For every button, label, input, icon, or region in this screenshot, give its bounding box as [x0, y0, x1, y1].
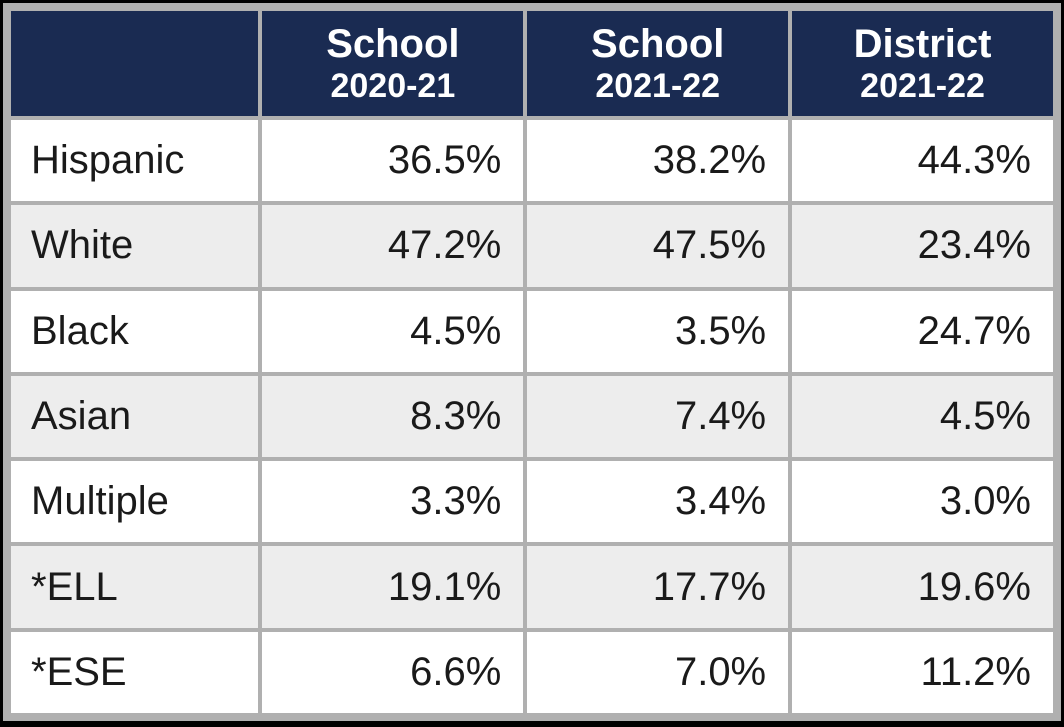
demographics-table: School 2020-21 School 2021-22 District 2… [7, 7, 1057, 717]
cell-value: 8.3% [262, 376, 523, 457]
table-row: Hispanic 36.5% 38.2% 44.3% [11, 120, 1053, 201]
table-frame: School 2020-21 School 2021-22 District 2… [0, 0, 1064, 727]
row-label: White [11, 205, 258, 286]
cell-value: 6.6% [262, 632, 523, 713]
cell-value: 38.2% [527, 120, 788, 201]
cell-value: 7.4% [527, 376, 788, 457]
header-corner-cell [11, 11, 258, 116]
table-body: Hispanic 36.5% 38.2% 44.3% White 47.2% 4… [11, 120, 1053, 713]
cell-value: 3.4% [527, 461, 788, 542]
table-row: Multiple 3.3% 3.4% 3.0% [11, 461, 1053, 542]
table-row: *ESE 6.6% 7.0% 11.2% [11, 632, 1053, 713]
col-header-top: School [268, 21, 517, 67]
cell-value: 11.2% [792, 632, 1053, 713]
col-header-top: District [798, 21, 1047, 67]
col-header-school-2021-22: School 2021-22 [527, 11, 788, 116]
cell-value: 24.7% [792, 291, 1053, 372]
row-label: Hispanic [11, 120, 258, 201]
col-header-school-2020-21: School 2020-21 [262, 11, 523, 116]
col-header-sub: 2020-21 [268, 67, 517, 106]
cell-value: 7.0% [527, 632, 788, 713]
col-header-top: School [533, 21, 782, 67]
row-label: *ELL [11, 546, 258, 627]
cell-value: 23.4% [792, 205, 1053, 286]
cell-value: 47.2% [262, 205, 523, 286]
row-label: Asian [11, 376, 258, 457]
row-label: Multiple [11, 461, 258, 542]
cell-value: 4.5% [792, 376, 1053, 457]
col-header-sub: 2021-22 [798, 67, 1047, 106]
cell-value: 17.7% [527, 546, 788, 627]
cell-value: 47.5% [527, 205, 788, 286]
cell-value: 19.6% [792, 546, 1053, 627]
table-row: Black 4.5% 3.5% 24.7% [11, 291, 1053, 372]
col-header-sub: 2021-22 [533, 67, 782, 106]
table-row: Asian 8.3% 7.4% 4.5% [11, 376, 1053, 457]
table-row: *ELL 19.1% 17.7% 19.6% [11, 546, 1053, 627]
cell-value: 3.5% [527, 291, 788, 372]
col-header-district-2021-22: District 2021-22 [792, 11, 1053, 116]
cell-value: 3.3% [262, 461, 523, 542]
cell-value: 4.5% [262, 291, 523, 372]
table-header-row: School 2020-21 School 2021-22 District 2… [11, 11, 1053, 116]
cell-value: 36.5% [262, 120, 523, 201]
cell-value: 44.3% [792, 120, 1053, 201]
cell-value: 19.1% [262, 546, 523, 627]
table-row: White 47.2% 47.5% 23.4% [11, 205, 1053, 286]
cell-value: 3.0% [792, 461, 1053, 542]
row-label: Black [11, 291, 258, 372]
row-label: *ESE [11, 632, 258, 713]
